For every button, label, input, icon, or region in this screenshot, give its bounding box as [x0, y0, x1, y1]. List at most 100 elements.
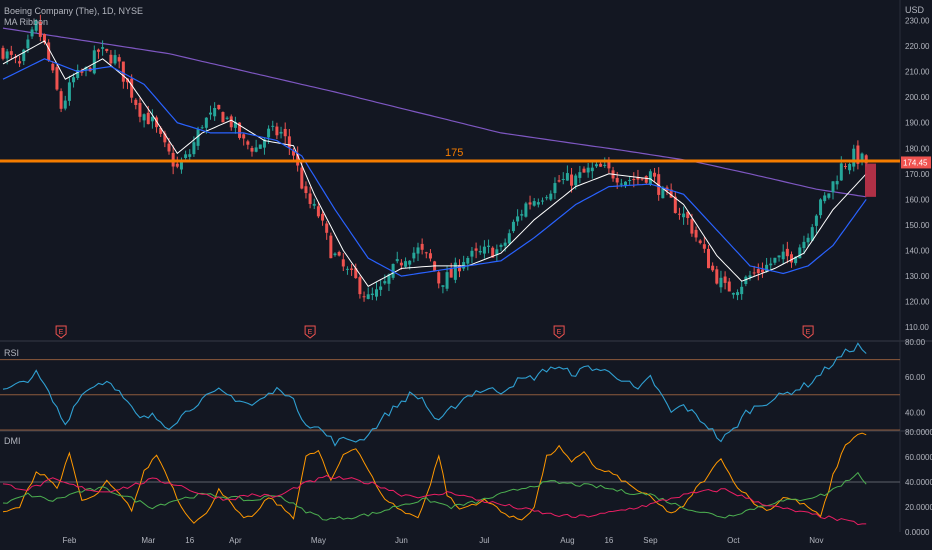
candle-body	[636, 177, 640, 180]
price-tick-label: 210.00	[905, 68, 930, 77]
candle-body	[412, 252, 416, 259]
candle-body	[225, 117, 229, 119]
candle-body	[491, 247, 495, 258]
price-tick-label: 180.00	[905, 144, 930, 153]
candle-body	[341, 259, 345, 267]
candle-body	[76, 69, 80, 78]
candle-body	[520, 214, 524, 216]
x-axis-label: 16	[604, 536, 613, 545]
range-box[interactable]	[865, 163, 876, 197]
candle-body	[366, 294, 370, 299]
candle-body	[287, 136, 291, 148]
rsi-title: RSI	[4, 348, 20, 358]
candle-body	[30, 29, 34, 37]
candle-body	[594, 164, 598, 167]
candle-body	[790, 254, 793, 263]
candle-body	[731, 292, 735, 295]
x-axis-label: Jul	[479, 536, 489, 545]
candle-body	[495, 249, 499, 256]
candle-body	[126, 78, 129, 83]
candle-body	[47, 42, 51, 61]
candle-body	[38, 21, 42, 37]
x-axis-label: Apr	[229, 536, 242, 545]
candle-body	[350, 268, 354, 270]
rsi-tick-label: 80.00	[905, 338, 926, 347]
candle-body	[677, 213, 681, 215]
candle-body	[458, 265, 461, 272]
candle-body	[682, 213, 686, 218]
price-tag-label: 174.45	[903, 158, 928, 167]
level-label: 175	[445, 147, 463, 159]
candle-body	[752, 272, 756, 274]
candle-body	[624, 181, 627, 186]
candle-body	[632, 179, 636, 181]
candle-body	[142, 114, 146, 121]
candle-body	[391, 264, 395, 278]
candle-body	[835, 181, 839, 185]
currency-label: USD	[905, 5, 925, 15]
candle-body	[852, 148, 856, 167]
candle-body	[848, 163, 852, 171]
rsi-tick-label: 60.00	[905, 373, 926, 382]
candle-body	[117, 57, 121, 62]
price-tag	[901, 156, 931, 169]
candle-body	[221, 112, 225, 123]
candle-body	[258, 144, 262, 149]
candle-body	[756, 269, 760, 274]
candle-body	[424, 252, 428, 254]
candle-body	[242, 134, 246, 139]
candle-body	[275, 126, 279, 136]
earnings-marker-label: E	[59, 329, 64, 336]
candle-body	[238, 122, 242, 138]
rsi-tick-label: 40.00	[905, 408, 926, 417]
candle-body	[507, 233, 511, 244]
price-tick-label: 230.00	[905, 16, 930, 25]
dmi-line-minus	[2, 474, 867, 526]
candle-body	[445, 272, 449, 289]
candle-body	[511, 221, 515, 232]
candle-body	[516, 216, 520, 222]
candle-body	[337, 252, 341, 256]
earnings-marker-label: E	[806, 329, 811, 336]
candle-body	[26, 39, 30, 49]
candle-body	[541, 200, 544, 202]
candle-body	[781, 251, 785, 260]
candle-body	[487, 245, 491, 247]
candle-body	[723, 276, 727, 283]
candle-body	[345, 268, 349, 270]
candle-body	[449, 268, 453, 278]
earnings-marker[interactable]	[55, 325, 67, 339]
earnings-marker-label: E	[557, 329, 562, 336]
candle-body	[736, 292, 740, 296]
candle-body	[777, 255, 781, 258]
candle-body	[325, 223, 329, 233]
candle-body	[92, 50, 96, 74]
candle-body	[428, 253, 432, 259]
candle-body	[466, 257, 470, 264]
candle-body	[773, 257, 777, 263]
earnings-marker[interactable]	[304, 325, 316, 339]
candle-body	[9, 51, 13, 55]
candle-body	[267, 128, 271, 138]
earnings-marker[interactable]	[802, 325, 814, 339]
price-tick-label: 170.00	[905, 170, 930, 179]
candle-body	[1, 47, 5, 59]
candle-body	[702, 244, 706, 249]
candle-body	[63, 100, 67, 109]
candle-body	[304, 186, 308, 194]
candle-body	[399, 262, 403, 266]
candle-body	[619, 183, 623, 185]
x-axis-label: Nov	[809, 536, 823, 545]
earnings-marker[interactable]	[553, 325, 565, 339]
candle-body	[648, 171, 652, 185]
candle-body	[155, 117, 159, 128]
candle-body	[669, 189, 673, 198]
candle-body	[283, 128, 287, 137]
candle-body	[379, 286, 383, 290]
candle-body	[312, 203, 316, 206]
candle-body	[860, 153, 864, 163]
candle-body	[599, 163, 603, 167]
